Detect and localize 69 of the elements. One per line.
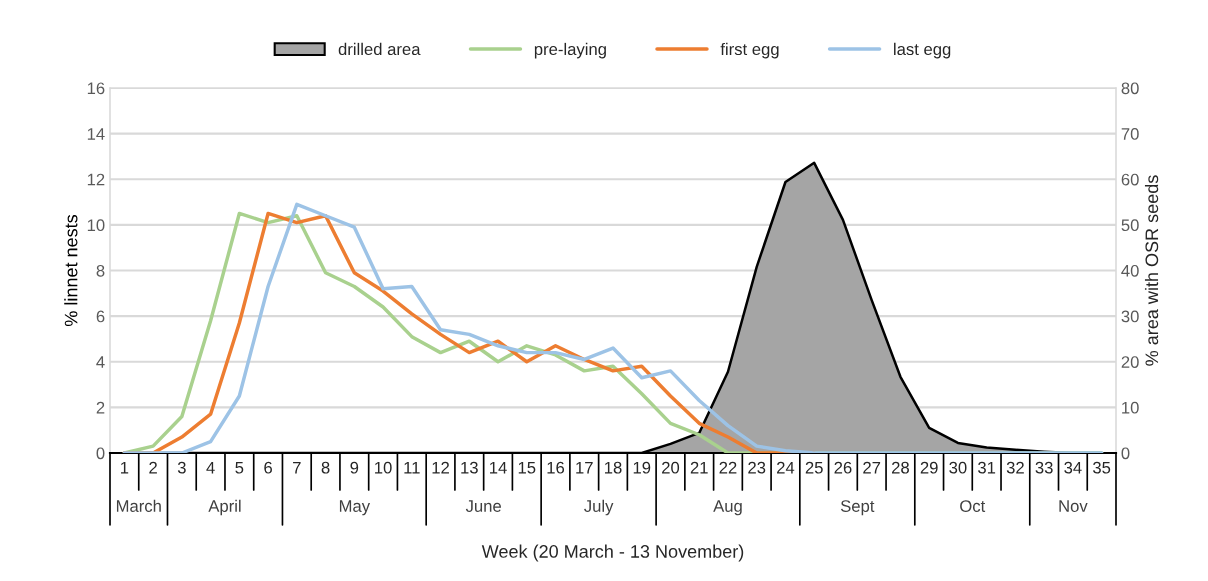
x-tick-label: 15 [518, 461, 536, 474]
x-tick-label: 22 [719, 461, 737, 474]
y2-tick-label: 70 [1121, 128, 1139, 140]
y2-tick-label: 40 [1121, 264, 1139, 277]
x-tick-label: 14 [490, 461, 507, 474]
y-axis-title: % linnet nests [64, 214, 78, 327]
y2-tick-label: 30 [1121, 310, 1139, 323]
x-tick-label: 2 [149, 461, 157, 474]
legend-label: first egg [720, 42, 779, 59]
x-tick-label: 23 [748, 461, 766, 474]
x-tick-label: 13 [461, 461, 478, 474]
text: March [116, 499, 161, 512]
y-tick-label: 12 [87, 173, 105, 186]
x-tick-label: 28 [892, 461, 909, 474]
y-tick-label: 8 [96, 264, 105, 277]
text: Nov [1059, 500, 1088, 512]
x-tick-label: 34 [1064, 461, 1082, 474]
x-tick-label: 6 [264, 461, 272, 474]
x-axis-title: Week (20 March - 13 November) [481, 544, 744, 562]
y2-tick-label: 10 [1122, 401, 1139, 414]
x-tick-label: 17 [576, 461, 593, 474]
x-tick-label: 32 [1006, 461, 1024, 474]
x-tick-label: 30 [949, 461, 967, 474]
x-tick-label: 5 [235, 461, 244, 474]
x-tick-label: 8 [321, 461, 330, 474]
text: Oct [960, 500, 986, 512]
y2-tick-label: 50 [1121, 219, 1139, 232]
text: Aug [713, 500, 742, 516]
x-tick-label: 12 [432, 461, 449, 474]
y-tick-label: 10 [87, 219, 105, 232]
y2-axis-title: % area with OSR seeds [1144, 175, 1159, 366]
x-tick-label: 35 [1093, 461, 1111, 474]
legend-label: last egg [894, 42, 951, 59]
x-tick-label: 10 [375, 461, 392, 474]
y2-tick-label: 20 [1121, 356, 1139, 368]
y-tick-label: 4 [96, 356, 105, 368]
x-tick-label: 18 [605, 461, 622, 474]
x-tick-label: 31 [978, 461, 996, 474]
y-tick-label: 14 [87, 128, 105, 140]
x-tick-label: 3 [177, 461, 186, 474]
y2-tick-label: 60 [1121, 173, 1139, 186]
text: June [465, 500, 501, 512]
x-tick-label: 7 [293, 461, 301, 474]
x-tick-label: 9 [350, 461, 359, 474]
x-tick-label: 33 [1035, 461, 1053, 474]
y-tick-label: 2 [96, 401, 105, 414]
x-tick-label: 16 [547, 461, 565, 474]
text: Sept [840, 500, 875, 516]
y2-tick-label: 80 [1121, 82, 1139, 95]
x-tick-label: 21 [690, 461, 708, 474]
y-tick-label: 6 [96, 310, 105, 323]
x-tick-label: 24 [777, 461, 795, 474]
y2-tick-label: 0 [1121, 447, 1130, 460]
legend-label: pre-laying [534, 42, 606, 59]
text: May [339, 500, 371, 516]
y-tick-label: 0 [96, 447, 105, 460]
x-tick-label: 4 [206, 461, 215, 474]
text: April [208, 499, 241, 516]
legend-label: drilled area [338, 42, 421, 56]
x-tick-label: 1 [121, 461, 129, 474]
x-tick-label: 27 [863, 461, 881, 474]
text: July [584, 499, 614, 516]
x-tick-label: 29 [920, 461, 938, 474]
x-tick-label: 26 [834, 461, 852, 474]
x-tick-label: 20 [662, 461, 680, 474]
x-tick-label: 11 [404, 461, 420, 474]
y-tick-label: 16 [87, 82, 105, 95]
x-tick-label: 25 [805, 461, 823, 474]
x-tick-label: 19 [633, 461, 651, 474]
